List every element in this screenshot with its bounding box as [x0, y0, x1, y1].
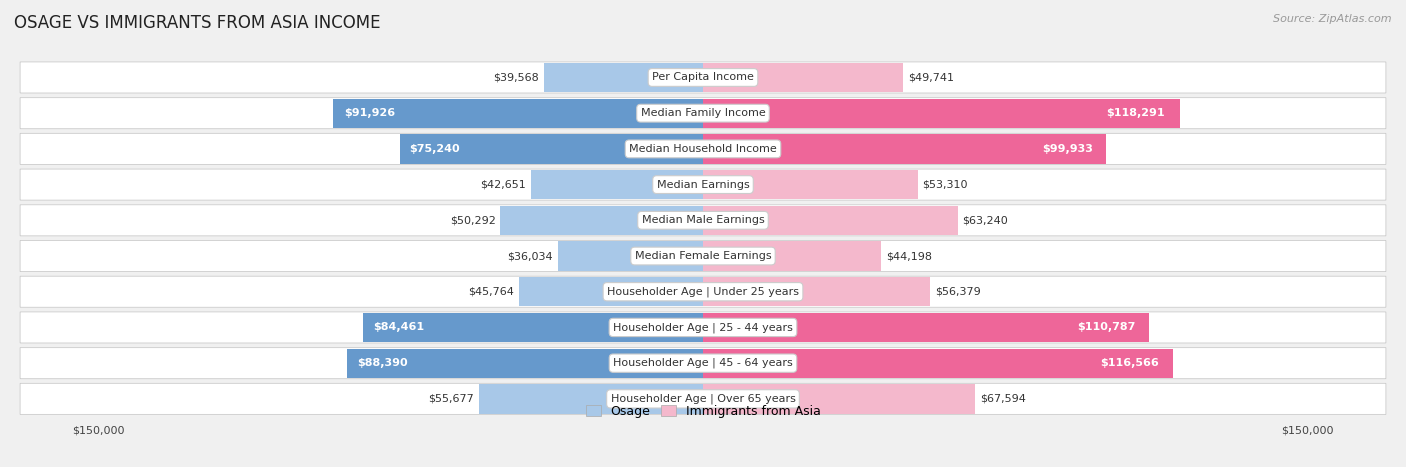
Text: $75,240: $75,240	[409, 144, 460, 154]
Text: $36,034: $36,034	[508, 251, 553, 261]
Text: $110,787: $110,787	[1077, 322, 1136, 333]
FancyBboxPatch shape	[20, 276, 1386, 307]
Bar	[333, 99, 703, 128]
Text: $118,291: $118,291	[1107, 108, 1166, 118]
Bar	[501, 205, 703, 235]
Text: Median Earnings: Median Earnings	[657, 180, 749, 190]
Text: $53,310: $53,310	[922, 180, 969, 190]
Bar	[363, 313, 703, 342]
Text: Median Male Earnings: Median Male Earnings	[641, 215, 765, 225]
Text: Median Female Earnings: Median Female Earnings	[634, 251, 772, 261]
Bar	[703, 313, 1149, 342]
FancyBboxPatch shape	[20, 312, 1386, 343]
Text: $55,677: $55,677	[427, 394, 474, 404]
FancyBboxPatch shape	[20, 62, 1386, 93]
Text: $49,741: $49,741	[908, 72, 955, 83]
Bar	[703, 170, 918, 199]
Bar	[399, 134, 703, 163]
Bar	[531, 170, 703, 199]
Bar	[703, 384, 976, 413]
Bar	[703, 205, 957, 235]
Text: $88,390: $88,390	[357, 358, 408, 368]
FancyBboxPatch shape	[20, 98, 1386, 129]
Text: Per Capita Income: Per Capita Income	[652, 72, 754, 83]
Bar	[478, 384, 703, 413]
Text: Householder Age | 25 - 44 years: Householder Age | 25 - 44 years	[613, 322, 793, 333]
Text: $42,651: $42,651	[481, 180, 526, 190]
Legend: Osage, Immigrants from Asia: Osage, Immigrants from Asia	[586, 405, 820, 417]
FancyBboxPatch shape	[20, 347, 1386, 379]
Text: Householder Age | Over 65 years: Householder Age | Over 65 years	[610, 394, 796, 404]
Text: Source: ZipAtlas.com: Source: ZipAtlas.com	[1274, 14, 1392, 24]
Text: Median Family Income: Median Family Income	[641, 108, 765, 118]
Bar	[703, 348, 1173, 378]
Text: Median Household Income: Median Household Income	[628, 144, 778, 154]
Text: $99,933: $99,933	[1043, 144, 1094, 154]
Text: $116,566: $116,566	[1099, 358, 1159, 368]
Text: $50,292: $50,292	[450, 215, 495, 225]
Text: Householder Age | Under 25 years: Householder Age | Under 25 years	[607, 286, 799, 297]
Text: $84,461: $84,461	[373, 322, 425, 333]
Bar	[544, 63, 703, 92]
Text: $56,379: $56,379	[935, 287, 981, 297]
Bar	[519, 277, 703, 306]
Text: $91,926: $91,926	[343, 108, 395, 118]
Text: Householder Age | 45 - 64 years: Householder Age | 45 - 64 years	[613, 358, 793, 368]
Text: $39,568: $39,568	[494, 72, 538, 83]
FancyBboxPatch shape	[20, 134, 1386, 164]
Text: $45,764: $45,764	[468, 287, 513, 297]
Bar	[703, 241, 882, 271]
Bar	[703, 277, 931, 306]
FancyBboxPatch shape	[20, 383, 1386, 414]
FancyBboxPatch shape	[20, 169, 1386, 200]
Bar	[558, 241, 703, 271]
FancyBboxPatch shape	[20, 241, 1386, 271]
Bar	[703, 134, 1105, 163]
Bar	[347, 348, 703, 378]
Bar	[703, 99, 1180, 128]
FancyBboxPatch shape	[20, 205, 1386, 236]
Text: OSAGE VS IMMIGRANTS FROM ASIA INCOME: OSAGE VS IMMIGRANTS FROM ASIA INCOME	[14, 14, 381, 32]
Text: $44,198: $44,198	[886, 251, 932, 261]
Text: $67,594: $67,594	[980, 394, 1026, 404]
Text: $63,240: $63,240	[963, 215, 1008, 225]
Bar	[703, 63, 904, 92]
